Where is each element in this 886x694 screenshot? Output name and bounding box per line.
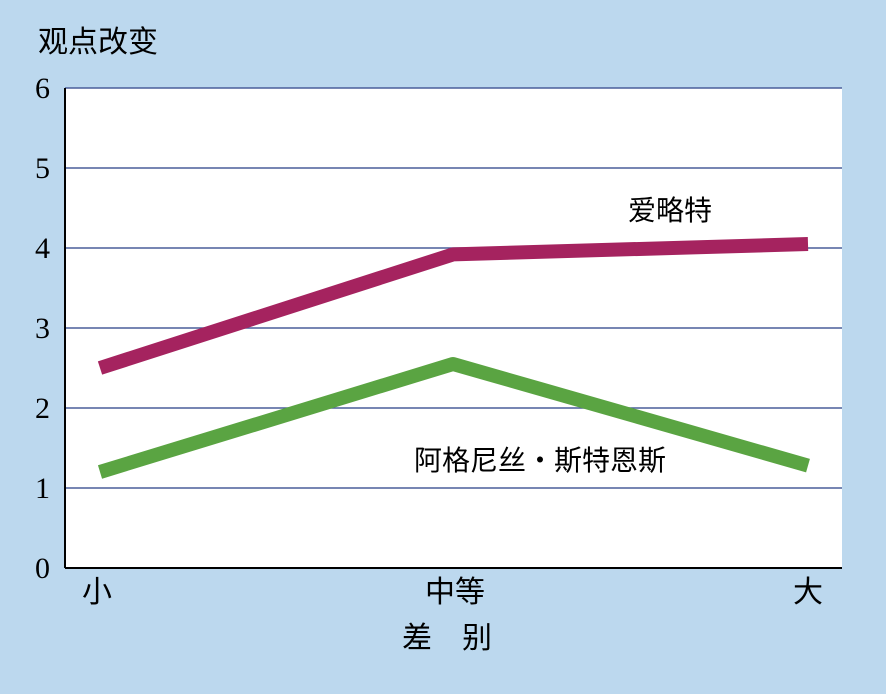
y-axis-label: 观点改变 <box>38 25 158 60</box>
y-tick-label: 5 <box>35 152 50 185</box>
x-tick-label: 大 <box>793 575 823 610</box>
y-tick-label: 6 <box>35 72 50 105</box>
y-tick-labels: 0 1 2 3 4 5 6 <box>35 72 50 585</box>
x-tick-label: 中等 <box>425 575 485 610</box>
x-axis-label: 差 别 <box>402 621 492 656</box>
y-tick-label: 3 <box>35 312 50 345</box>
series-layer <box>97 237 810 479</box>
series-label-0: 爱略特 <box>628 194 712 227</box>
y-tick-label: 1 <box>35 472 50 505</box>
x-tick-labels: 小 中等 大 <box>82 575 823 610</box>
y-tick-label: 4 <box>35 232 50 265</box>
y-tick-label: 2 <box>35 392 50 425</box>
x-tick-label: 小 <box>82 575 112 610</box>
series-line-1 <box>97 357 810 479</box>
y-tick-label: 0 <box>35 552 50 585</box>
series-label-1: 阿格尼丝・斯特恩斯 <box>414 444 666 477</box>
series-line-0 <box>97 237 809 375</box>
